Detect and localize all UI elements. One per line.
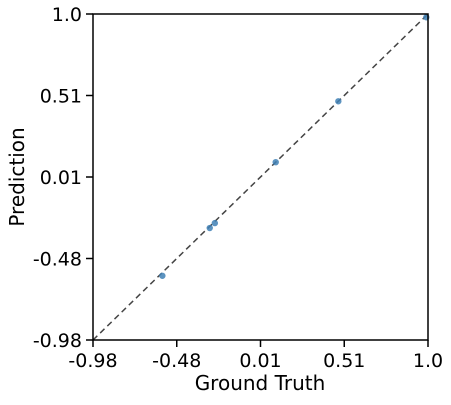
x-tick-label: -0.98	[68, 350, 117, 372]
x-axis-label: Ground Truth	[195, 371, 326, 395]
y-axis-label: Prediction	[5, 127, 29, 226]
x-tick-label: 1.0	[413, 350, 443, 372]
data-point-0	[159, 272, 166, 279]
y-tick-label: 0.51	[40, 86, 82, 108]
y-tick-label: -0.48	[33, 249, 82, 271]
data-point-4	[335, 98, 342, 105]
data-point-1	[206, 224, 213, 232]
y-tick-label: 0.01	[40, 167, 82, 189]
data-point-3	[272, 158, 279, 166]
y-axis-ticks: -0.98 -0.48 0.01 0.51 1.0	[33, 4, 93, 352]
reference-diagonal-line	[92, 13, 429, 341]
x-tick-label: 0.01	[239, 350, 281, 372]
y-tick-label: 1.0	[52, 4, 82, 26]
x-tick-label: -0.48	[152, 350, 201, 372]
x-axis-ticks: -0.98 -0.48 0.01 0.51 1.0	[68, 340, 443, 372]
data-point-2	[211, 219, 219, 227]
x-tick-label: 0.51	[323, 350, 365, 372]
y-tick-label: -0.98	[33, 330, 82, 352]
